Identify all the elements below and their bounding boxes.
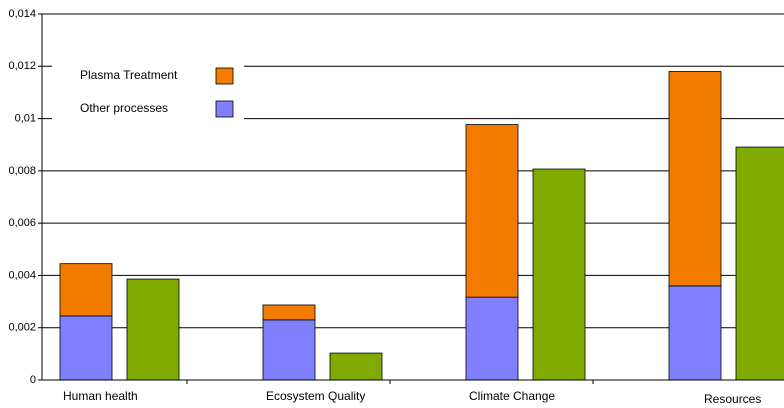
bar	[532, 168, 586, 381]
legend-swatch	[215, 67, 234, 85]
legend-label: Other processes	[80, 101, 168, 115]
bar	[262, 319, 316, 381]
bar	[329, 352, 383, 381]
x-tick-label: Resources	[704, 392, 761, 406]
bar	[126, 278, 180, 381]
y-tick-label: 0,002	[8, 322, 36, 334]
x-tick-label: Ecosystem Quality	[266, 389, 365, 403]
y-tick-label: 0,01	[15, 112, 36, 124]
y-tick-label: 0,014	[8, 8, 36, 20]
legend-swatch	[215, 100, 234, 118]
x-tick-label: Climate Change	[469, 389, 555, 403]
y-tick-label: 0,012	[8, 60, 36, 72]
bar	[668, 71, 722, 287]
y-tick-label: 0	[30, 374, 36, 386]
bar	[668, 285, 722, 381]
x-tick-label: Human health	[63, 389, 138, 403]
y-tick-label: 0,006	[8, 217, 36, 229]
bar	[262, 304, 316, 321]
bar	[465, 124, 519, 298]
legend-label: Plasma Treatment	[80, 68, 178, 82]
y-tick-label: 0,004	[8, 269, 36, 281]
bar	[59, 315, 113, 381]
bar	[735, 146, 784, 381]
legend-box	[52, 56, 244, 126]
bar	[465, 296, 519, 381]
bar	[59, 263, 113, 317]
y-tick-label: 0,008	[8, 165, 36, 177]
